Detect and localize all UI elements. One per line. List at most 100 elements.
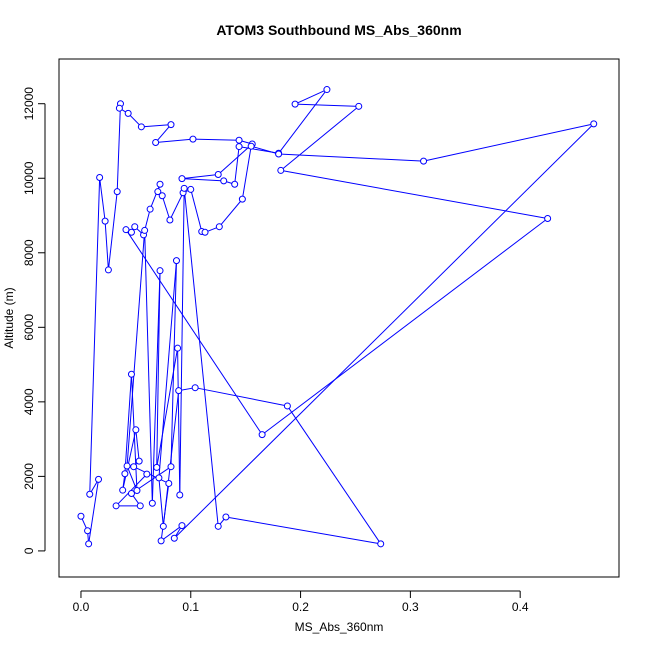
data-point: [77, 512, 85, 520]
data-point: [165, 479, 173, 487]
series-line-segment: [234, 146, 240, 185]
series-line-segment: [99, 177, 106, 222]
data-point: [146, 205, 154, 213]
data-point: [130, 463, 138, 471]
series-line-segment: [181, 178, 224, 182]
series-line-segment: [151, 270, 161, 504]
data-point: [175, 387, 183, 395]
data-point: [148, 499, 156, 507]
data-point: [115, 104, 123, 112]
data-point: [178, 522, 186, 530]
chart-title: ATOM3 Southbound MS_Abs_360nm: [216, 22, 461, 38]
series-line-segment: [278, 153, 424, 162]
data-point: [215, 223, 223, 231]
data-point: [113, 188, 121, 196]
series-line-segment: [195, 387, 288, 407]
data-point: [112, 502, 120, 510]
data-point: [178, 175, 186, 183]
data-point: [101, 217, 109, 225]
data-point: [544, 214, 552, 222]
data-point: [420, 157, 428, 165]
series-line-segment: [280, 105, 360, 171]
data-point: [187, 185, 195, 193]
series-line-segment: [173, 123, 595, 539]
data-point: [133, 487, 141, 495]
data-point: [355, 102, 363, 110]
data-point: [166, 216, 174, 224]
series-line-segment: [179, 188, 185, 496]
data-point: [141, 226, 149, 234]
y-tick-label: 0: [22, 547, 36, 554]
data-point: [214, 171, 222, 179]
plot-frame: [58, 58, 620, 578]
data-point: [235, 143, 243, 151]
series-line-segment: [160, 525, 183, 542]
series-line-segment: [124, 374, 132, 474]
data-point: [154, 188, 162, 196]
series-line-segment: [192, 138, 240, 141]
series-line-segment: [225, 516, 381, 545]
data-point: [180, 184, 188, 192]
data-point: [291, 100, 299, 108]
series-line-segment: [295, 103, 359, 107]
data-point: [258, 431, 266, 439]
data-point: [167, 463, 175, 471]
data-point: [143, 470, 151, 478]
data-point: [159, 522, 167, 530]
series-line-segment: [181, 174, 219, 180]
data-point: [96, 174, 104, 182]
data-point: [84, 527, 92, 535]
data-point: [123, 462, 131, 470]
data-point: [590, 120, 598, 128]
data-point: [152, 138, 160, 146]
series-line-segment: [294, 89, 328, 105]
data-point: [158, 192, 166, 200]
series-line-segment: [104, 221, 109, 270]
data-point: [275, 150, 283, 158]
data-point: [323, 86, 331, 94]
data-point: [121, 470, 129, 478]
y-tick-label: 2000: [22, 463, 36, 490]
data-point: [157, 537, 165, 545]
series-line-segment: [89, 177, 101, 495]
x-axis-label: MS_Abs_360nm: [295, 620, 384, 634]
y-tick-label: 12000: [22, 87, 36, 121]
data-point: [172, 257, 180, 265]
data-point: [156, 267, 164, 275]
data-point: [238, 195, 246, 203]
data-point: [222, 513, 230, 521]
data-point: [124, 109, 132, 117]
series-line-segment: [286, 405, 382, 545]
data-point: [167, 121, 175, 129]
data-point: [176, 491, 184, 499]
data-point: [85, 540, 93, 548]
x-tick-label: 0.1: [182, 600, 199, 614]
series-line-segment: [170, 260, 177, 467]
y-tick-label: 8000: [22, 239, 36, 266]
series-line-segment: [161, 195, 171, 221]
series-line-segment: [169, 192, 184, 221]
data-point: [153, 463, 161, 471]
series-line-segment: [125, 229, 263, 435]
data-point: [155, 474, 163, 482]
data-series: [77, 86, 598, 548]
series-line-segment: [155, 124, 172, 143]
data-point: [214, 522, 222, 530]
data-point: [377, 540, 385, 548]
data-point: [119, 486, 127, 494]
series-line-segment: [115, 473, 148, 507]
data-point: [131, 223, 139, 231]
series-line-segment: [158, 260, 177, 478]
data-point: [137, 123, 145, 131]
x-tick-label: 0.4: [512, 600, 529, 614]
series-line-segment: [88, 479, 100, 544]
data-point: [95, 475, 103, 483]
data-point: [170, 534, 178, 542]
data-point: [235, 136, 243, 144]
series-line-segment: [280, 169, 548, 219]
x-tick-label: 0.3: [402, 600, 419, 614]
data-point: [201, 228, 209, 236]
y-tick-label: 10000: [22, 161, 36, 195]
x-axis: 0.0 0.1 0.2 0.3 0.4: [73, 590, 529, 614]
